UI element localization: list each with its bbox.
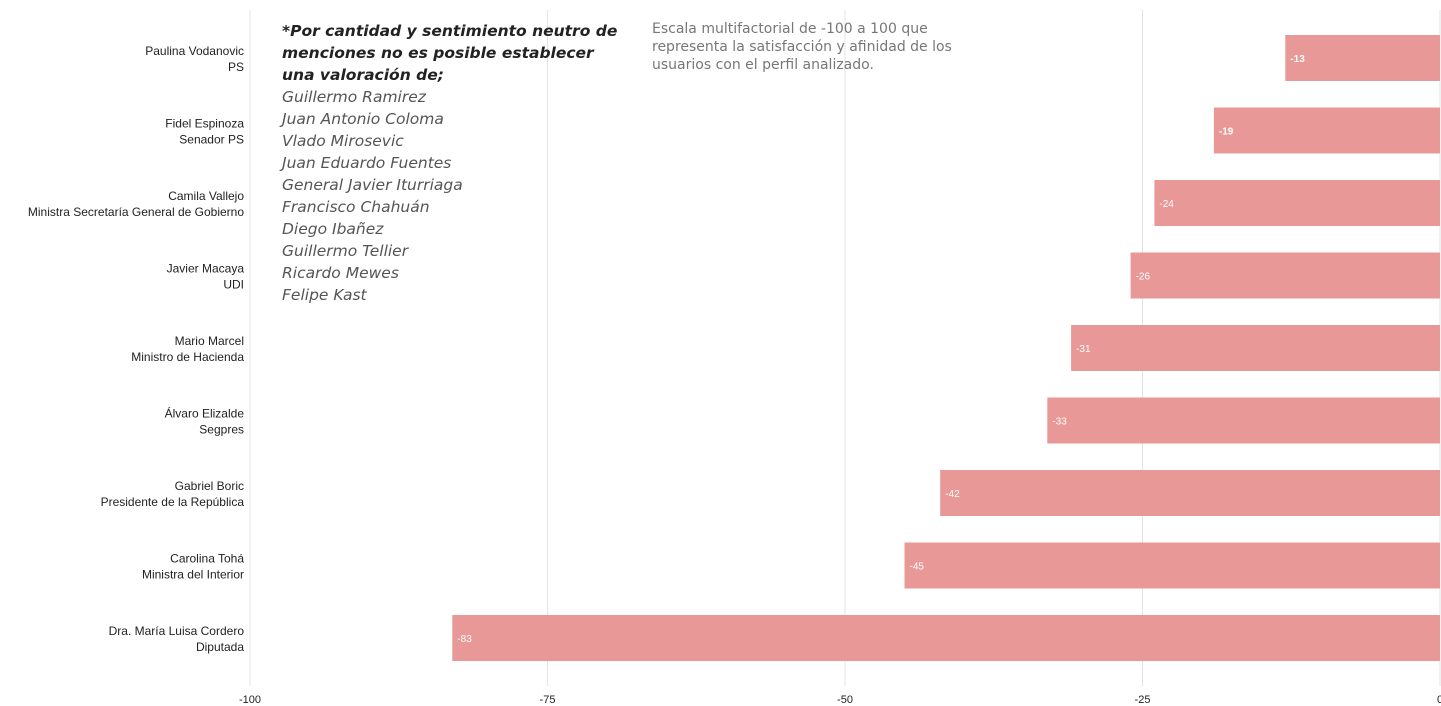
bar-value-label: -19 xyxy=(1219,127,1234,138)
chart-subtitle: Escala multifactorial de -100 a 100 que … xyxy=(652,21,952,73)
note-name: Diego Ibañez xyxy=(282,220,384,238)
category-name: Camila Vallejo xyxy=(168,189,244,203)
category-role: Ministro de Hacienda xyxy=(131,350,244,364)
bar xyxy=(452,615,1440,661)
bar xyxy=(904,542,1440,589)
x-tick-label: -75 xyxy=(540,694,556,706)
category-name: Dra. María Luisa Cordero xyxy=(109,624,245,638)
category-role: Ministra Secretaría General de Gobierno xyxy=(28,205,244,219)
bar xyxy=(940,470,1440,516)
bar xyxy=(1047,397,1440,444)
bar-value-label: -45 xyxy=(910,562,925,573)
x-tick-label: 0 xyxy=(1437,694,1441,706)
x-tick-label: -100 xyxy=(239,694,261,706)
category-role: Segpres xyxy=(199,423,244,437)
note-name: Vlado Mirosevic xyxy=(282,132,404,150)
x-tick-label: -25 xyxy=(1135,694,1151,706)
note-title: *Por cantidad y sentimiento neutro de me… xyxy=(282,22,618,84)
category-role: UDI xyxy=(223,278,244,292)
category-name: Paulina Vodanovic xyxy=(145,44,244,58)
note-name: Juan Antonio Coloma xyxy=(282,110,444,128)
note-name: Guillermo Ramirez xyxy=(282,88,426,106)
category-name: Javier Macaya xyxy=(167,262,245,276)
category-role: PS xyxy=(228,60,244,74)
category-name: Fidel Espinoza xyxy=(165,117,244,131)
category-name: Carolina Tohá xyxy=(170,552,244,566)
bar xyxy=(1285,35,1440,81)
note-name: Francisco Chahuán xyxy=(282,198,430,216)
x-tick-label: -50 xyxy=(837,694,853,706)
category-role: Presidente de la República xyxy=(101,495,245,509)
bar-value-label: -24 xyxy=(1159,199,1174,210)
category-labels: Paulina Vodanovic PS Fidel Espinoza Senador… xyxy=(28,44,244,654)
bar xyxy=(1071,325,1440,371)
category-name: Mario Marcel xyxy=(175,334,244,348)
category-role: Ministra del Interior xyxy=(142,568,244,582)
note-name: Felipe Kast xyxy=(282,286,367,304)
note-box: *Por cantidad y sentimiento neutro de me… xyxy=(282,20,622,306)
note-name: General Javier Iturriaga xyxy=(282,176,463,194)
category-role: Diputada xyxy=(196,640,244,654)
bar xyxy=(1130,252,1440,299)
bar-value-label: -26 xyxy=(1136,272,1151,283)
bar-value-label: -42 xyxy=(945,489,960,500)
x-axis-tick-labels: -100 -75 -50 -25 0 xyxy=(239,694,1441,706)
bar-value-label: -33 xyxy=(1052,417,1067,428)
bar xyxy=(1154,180,1440,226)
category-name: Álvaro Elizalde xyxy=(165,406,245,421)
bar-value-label: -13 xyxy=(1290,54,1305,65)
note-name: Ricardo Mewes xyxy=(282,264,399,282)
note-name: Guillermo Tellier xyxy=(282,242,409,260)
note-names-list: Guillermo Ramirez Juan Antonio Coloma Vl… xyxy=(282,86,622,306)
bar-value-label: -31 xyxy=(1076,344,1091,355)
note-name: Juan Eduardo Fuentes xyxy=(282,154,452,172)
bars: -13 -19 -24 -26 -31 -33 -42 -45 -83 xyxy=(452,35,1440,661)
category-role: Senador PS xyxy=(179,133,244,147)
bar xyxy=(1213,107,1440,154)
category-name: Gabriel Boric xyxy=(175,479,244,493)
bar-value-label: -83 xyxy=(457,634,472,645)
